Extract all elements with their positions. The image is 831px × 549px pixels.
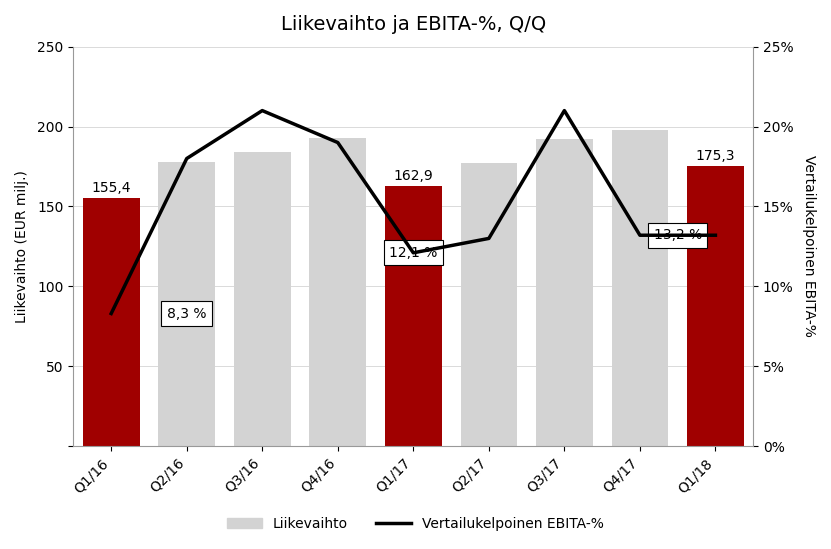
Bar	[83, 198, 140, 446]
Text: 155,4: 155,4	[91, 181, 131, 195]
Bar	[234, 152, 291, 446]
Bar	[687, 166, 744, 446]
Text: 13,2 %: 13,2 %	[653, 228, 702, 242]
Text: 162,9: 162,9	[393, 169, 433, 183]
Bar	[612, 130, 668, 446]
Text: 8,3 %: 8,3 %	[167, 306, 206, 321]
Bar	[536, 139, 593, 446]
Title: Liikevaihto ja EBITA-%, Q/Q: Liikevaihto ja EBITA-%, Q/Q	[281, 15, 546, 34]
Text: 175,3: 175,3	[696, 149, 735, 163]
Bar	[385, 186, 441, 446]
Legend: Liikevaihto, Vertailukelpoinen EBITA-%: Liikevaihto, Vertailukelpoinen EBITA-%	[222, 512, 609, 536]
Bar	[159, 162, 215, 446]
Text: 12,1 %: 12,1 %	[389, 246, 437, 260]
Y-axis label: Vertailukelpoinen EBITA-%: Vertailukelpoinen EBITA-%	[802, 155, 816, 337]
Bar	[460, 163, 517, 446]
Y-axis label: Liikevaihto (EUR milj.): Liikevaihto (EUR milj.)	[15, 170, 29, 323]
Bar	[309, 138, 366, 446]
